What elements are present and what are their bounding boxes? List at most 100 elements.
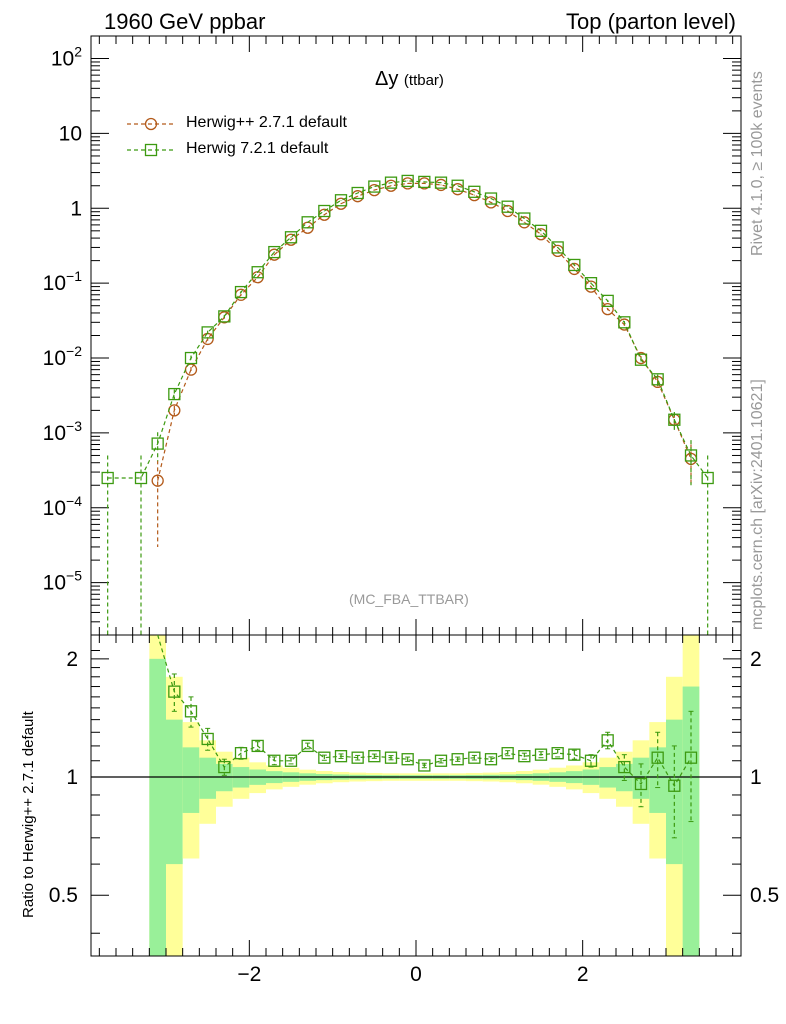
ratio-point [251,739,264,753]
ratio-band-inner [182,747,200,813]
herwig-7-point [684,449,698,462]
herwig-7-point [634,353,648,366]
herwig-7-point [101,471,114,485]
ratio-point [518,750,531,763]
herwig-7-point [501,200,514,213]
herwig-7-point [168,387,181,401]
ratio-point [534,748,548,761]
herwig-7-point [484,192,498,205]
y-tick-label: 10 [59,122,82,145]
herwig-7-point [284,231,298,244]
ratio-point [634,777,648,791]
observable-subscript: (ttbar) [403,72,444,89]
ratio-point [184,705,198,718]
ratio-point [168,685,181,698]
observable-symbol: Δy [375,68,399,90]
ratio-point [351,751,364,764]
ratio-y-tick-label: 0.5 [49,884,78,907]
ratio-point [318,751,331,764]
ratio-y-axis-label: Ratio to Herwig++ 2.7.1 default [20,711,37,918]
herwig-pp-point [601,302,614,316]
ratio-point [201,732,214,746]
herwig-7-point [668,413,681,426]
herwig-pp-point [151,474,164,487]
ratio-point [301,739,314,753]
x-tick-label: 2 [577,963,589,986]
ratio-y-tick-label: 1 [66,766,78,789]
ratio-point [451,753,464,766]
herwig-7-point [651,373,664,386]
herwig-7-point [234,285,248,299]
herwig-7-point [251,266,264,279]
ratio-band-inner [149,658,166,956]
ratio-y-tick-label: 2 [66,648,78,671]
y-tick-label: 10−3 [43,418,83,445]
ratio-point [418,759,431,772]
herwig-7-point [618,316,631,329]
observable-title: Δy (ttbar) [375,68,444,91]
ratio-point [651,751,664,764]
ratio-point [618,760,631,774]
herwig-7-point [201,326,214,339]
ratio-point [334,750,348,763]
herwig-7-point [401,174,414,188]
herwig-7-point [434,176,448,189]
herwig-7-point [451,179,464,192]
herwig-7-point [468,185,481,198]
ratio-point [401,753,414,766]
mcplots-label: mcplots.cern.ch [arXiv:2401.10621] [749,379,766,630]
x-tick-label: −2 [237,963,261,986]
herwig-7-point [134,471,148,485]
legend-entry-herwig-7: Herwig 7.2.1 default [186,140,329,157]
herwig-7-point [368,180,381,193]
y-tick-label: 10−5 [43,568,83,595]
ratio-point [268,754,281,767]
herwig-7-point [268,245,281,259]
herwig-7-point [551,241,564,254]
ratio-point [684,751,698,764]
ratio-point [384,751,398,764]
ratio-y-tick-label-right: 1 [750,766,762,789]
ratio-point [568,748,581,761]
herwig-7-point [301,216,314,229]
ratio-point [368,750,381,763]
ratio-point [434,754,448,767]
herwig-7-point [218,310,231,323]
legend-entry-herwig-pp: Herwig++ 2.7.1 default [186,114,347,131]
legend-marker [144,117,158,131]
herwig-7-point [601,294,614,308]
process-label: Top (parton level) [566,9,736,34]
herwig-7-point [568,258,581,272]
herwig-7-point [518,212,531,225]
ratio-point [234,747,248,760]
ratio-point [601,734,614,747]
herwig-7-point [151,437,164,450]
herwig-7-point [351,186,364,200]
ratio-y-tick-label-right: 2 [750,648,762,671]
series-line [157,182,692,481]
y-tick-label: 10−4 [43,493,83,520]
ratio-y-tick-label-right: 0.5 [750,884,779,907]
x-tick-label: 0 [410,963,422,986]
herwig-7-point [418,175,431,189]
rivet-version-label: Rivet 4.1.0, ≥ 100k events [749,71,766,256]
herwig-7-point [184,351,198,365]
ratio-point [218,760,231,774]
ratio-band-inner [199,757,216,799]
y-tick-label: 10−1 [43,268,83,295]
analysis-id: (MC_FBA_TTBAR) [349,591,469,607]
y-tick-label: 10−2 [43,343,83,370]
legend-marker [144,143,158,157]
energy-label: 1960 GeV ppbar [104,9,266,34]
herwig-7-point [334,194,348,207]
ratio-point [501,747,514,760]
herwig-7-point [701,471,714,485]
herwig-7-point [584,277,598,290]
ratio-point [284,754,298,767]
ratio-point [668,779,681,792]
y-tick-label: 102 [51,44,82,71]
ratio-point [468,751,481,764]
series-line [107,180,709,479]
ratio-point [484,753,498,766]
